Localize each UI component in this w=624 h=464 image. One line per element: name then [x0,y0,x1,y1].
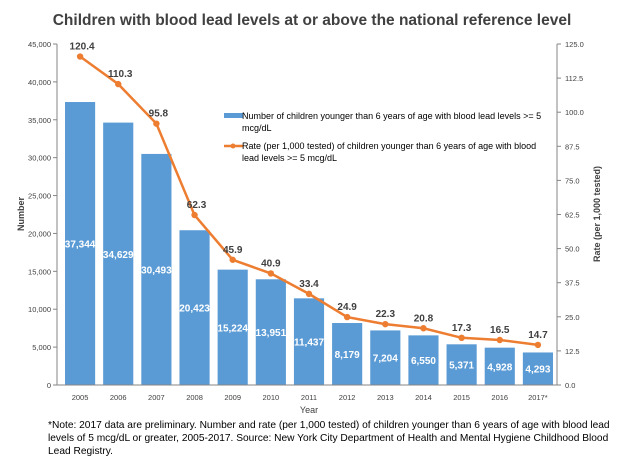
rate-point [458,334,465,342]
rate-label: 16.5 [490,325,510,336]
legend-line-label: Rate (per 1,000 tested) of children youn… [242,141,536,163]
bar-2006 [103,122,134,385]
x-tick-label: 2015 [453,393,470,402]
y2-tick-label: 87.5 [565,142,580,151]
x-tick-label: 2005 [72,393,89,402]
rate-point [496,336,503,344]
bar-2010 [255,279,286,385]
y-tick-label: 15,000 [28,267,51,276]
bar-2008 [179,230,210,385]
rate-label: 45.9 [223,245,243,256]
y-tick-label: 35,000 [28,116,51,125]
rate-label: 33.4 [299,279,319,290]
rate-point [534,341,542,349]
y2-tick-label: 100.0 [565,108,584,117]
rate-point [420,325,427,332]
x-tick-label: 2011 [301,393,317,402]
x-tick-label: 2013 [377,393,394,402]
y-tick-label: 45,000 [28,40,51,49]
bar-2017* [522,352,553,385]
rate-point [153,120,160,127]
y-axis-label: Number [16,197,26,232]
bar-label: 7,204 [373,354,398,365]
y-tick-label: 25,000 [28,192,51,201]
rate-label: 95.8 [149,109,169,120]
bar-2014 [408,335,439,385]
bar-2015 [446,344,477,385]
x-tick-label: 2008 [186,393,203,402]
bar-label: 30,493 [141,265,172,276]
y-tick-label: 20,000 [28,229,51,238]
chart-title: Children with blood lead levels at or ab… [53,12,572,29]
y-tick-label: 10,000 [28,305,51,314]
rate-point [76,53,84,60]
rate-point [229,256,236,263]
y2-axis-label: Rate (per 1,000 tested) [592,166,602,262]
x-tick-label: 2007 [148,393,165,402]
rate-label: 22.3 [376,309,396,320]
bar-label: 37,344 [65,240,96,251]
bar-2012 [332,323,363,385]
bar-label: 20,423 [179,304,210,315]
y2-tick-label: 37.5 [565,279,580,288]
x-tick-label: 2014 [415,393,432,402]
bar-label: 11,437 [294,338,324,349]
y-tick-label: 5,000 [32,343,51,352]
bar-2016 [484,347,515,385]
bar-label: 4,293 [525,365,550,376]
x-tick-label: 2010 [263,393,280,402]
rate-label: 62.3 [187,200,207,211]
bar-label: 15,224 [217,323,248,334]
bar-label: 34,629 [103,250,134,261]
rate-point [191,211,198,219]
rate-label: 40.9 [261,258,281,269]
rate-point [267,270,275,277]
bar-label: 5,371 [449,361,474,372]
y2-tick-label: 0.0 [565,381,575,390]
y2-tick-label: 50.0 [565,245,580,254]
y2-tick-label: 25.0 [565,313,580,322]
legend-bar-label: Number of children younger than 6 years … [242,111,541,133]
rate-point [305,290,313,298]
x-tick-label: 2016 [491,393,508,402]
rate-label: 110.3 [108,69,133,80]
legend: Number of children younger than 6 years … [224,111,541,163]
y-tick-label: 0 [47,381,51,390]
y2-tick-label: 112.5 [565,74,583,83]
legend-line-marker [230,143,236,149]
y2-tick-label: 75.0 [565,176,580,185]
y-tick-label: 30,000 [28,154,51,163]
x-axis-label: Year [300,405,318,415]
x-tick-label: 2017* [528,393,548,402]
bar-2009 [217,269,248,385]
rate-label: 17.3 [452,323,472,334]
bar-label: 6,550 [411,356,436,367]
rate-point [115,80,122,88]
rate-point [343,313,351,321]
rate-point [382,320,389,328]
x-tick-label: 2006 [110,393,127,402]
y2-tick-label: 12.5 [565,347,580,356]
x-tick-label: 2009 [224,393,241,402]
rate-label: 24.9 [337,302,357,313]
x-tick-label: 2012 [339,393,356,402]
bar-2005 [65,102,96,385]
rate-label: 120.4 [70,42,95,53]
bar-2011 [293,298,325,385]
legend-bar-swatch [224,113,243,118]
y2-tick-label: 62.5 [565,211,580,220]
bar-2007 [141,153,172,385]
bar-label: 4,928 [487,362,512,373]
rate-label: 14.7 [528,330,548,341]
bar-2013 [370,330,401,385]
y-tick-label: 40,000 [28,78,51,87]
footnote: *Note: 2017 data are preliminary. Number… [48,420,610,457]
bar-label: 13,951 [256,328,287,339]
rate-label: 20.8 [414,313,434,324]
y2-tick-label: 125.0 [565,40,584,49]
bar-label: 8,179 [335,350,360,361]
